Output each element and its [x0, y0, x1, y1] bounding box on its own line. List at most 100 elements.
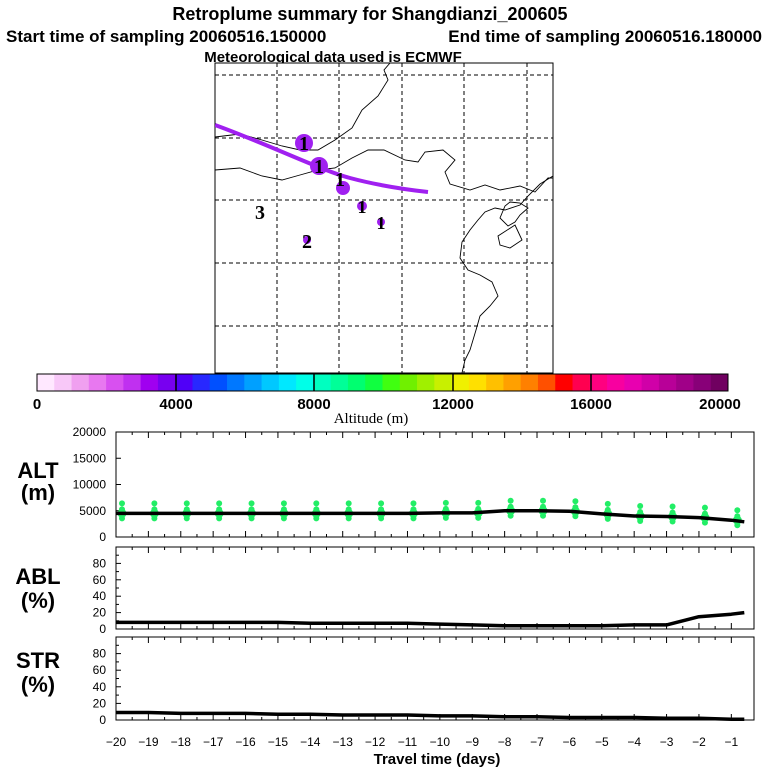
colorbar-swatch: [486, 374, 504, 391]
colorbar-swatch: [399, 374, 418, 391]
altitude-dot: [442, 514, 449, 521]
abl-panel-label: ABL: [15, 564, 60, 589]
colorbar-tick-label: 20000: [699, 396, 741, 413]
x-tick-label: −16: [235, 735, 256, 749]
altitude-dot: [604, 500, 611, 507]
x-tick-label: −2: [692, 735, 706, 749]
colorbar-swatch: [365, 374, 383, 391]
y-tick-label: 40: [93, 589, 107, 603]
altitude-dot: [313, 515, 320, 522]
plume-marker-dot: [303, 236, 311, 244]
altitude-dot: [119, 500, 125, 507]
altitude-dot: [507, 497, 514, 504]
y-tick-label: 0: [99, 622, 106, 636]
x-tick-label: −14: [300, 735, 321, 749]
time-series-panels: ALT (m) ABL (%) STR (%) 0 5000 10000 15000 2…: [15, 425, 755, 727]
altitude-dot: [701, 504, 708, 511]
colorbar-swatch: [555, 374, 574, 391]
x-tick-label: −1: [724, 735, 738, 749]
altitude-dot: [475, 499, 482, 506]
altitude-dot: [442, 499, 449, 506]
altitude-dot: [572, 498, 579, 505]
altitude-colorbar: [36, 373, 729, 392]
colorbar-swatch: [330, 374, 349, 391]
colorbar-swatch: [624, 374, 643, 391]
start-time-text: Start time of sampling 20060516.150000: [6, 27, 326, 46]
plume-marker-dot: [295, 134, 313, 152]
alt-series-line: [116, 509, 745, 524]
x-tick-label: −15: [268, 735, 289, 749]
altitude-dot: [475, 514, 482, 521]
x-tick-label: −12: [365, 735, 386, 749]
altitude-dot: [345, 500, 352, 507]
colorbar-swatch: [106, 374, 124, 391]
colorbar-swatch: [693, 374, 712, 391]
altitude-dot: [345, 515, 352, 522]
map-frame: [214, 62, 554, 374]
x-tick-label: −4: [627, 735, 641, 749]
altitude-dot: [637, 503, 644, 509]
colorbar-tick-label: 12000: [432, 396, 474, 413]
altitude-dot: [669, 518, 676, 525]
altitude-dot: [734, 507, 741, 514]
altitude-dot: [637, 518, 644, 524]
colorbar-swatch: [209, 374, 228, 391]
str-series-line: [116, 710, 745, 721]
abl-panel-unit: (%): [21, 588, 55, 613]
colorbar-swatch: [123, 374, 142, 391]
y-tick-label: 80: [93, 647, 107, 661]
y-tick-label: 40: [93, 680, 107, 694]
y-tick-label: 15000: [73, 451, 107, 465]
plume-marker-dot: [377, 218, 385, 226]
str-panel-label: STR: [16, 648, 60, 673]
colorbar-frame: [36, 373, 729, 392]
plume-marker-label: 1: [335, 169, 345, 191]
x-tick-label: −18: [171, 735, 192, 749]
y-tick-label: 0: [99, 713, 106, 727]
altitude-dot: [151, 500, 158, 507]
x-tick-label: −8: [498, 735, 512, 749]
altitude-dot: [604, 515, 611, 522]
colorbar-swatch: [278, 374, 297, 391]
map-borders: [215, 63, 553, 373]
y-tick-label: 10000: [73, 478, 107, 492]
altitude-dot: [248, 500, 255, 507]
alt-panel-label: ALT: [17, 458, 59, 483]
abl-panel-frame: [115, 546, 755, 630]
colorbar-swatch: [520, 374, 539, 391]
colorbar-swatch: [347, 374, 366, 391]
alt-panel-frame: [115, 431, 755, 538]
colorbar-swatch: [244, 374, 263, 391]
colorbar-tick-label: 8000: [297, 396, 330, 413]
plume-marker-label: 1: [358, 197, 367, 217]
altitude-dot: [216, 515, 223, 522]
colorbar-swatch: [227, 374, 245, 391]
altitude-dot: [280, 500, 287, 507]
colorbar-swatch: [451, 374, 470, 391]
colorbar-swatch: [658, 374, 677, 391]
colorbar-axis-label: Altitude (m): [334, 411, 409, 427]
figure-title: Retroplume summary for Shangdianzi_20060…: [172, 4, 567, 24]
str-panel-frame: [115, 636, 755, 721]
y-tick-label: 80: [93, 556, 107, 570]
colorbar-swatch: [192, 374, 211, 391]
colorbar-swatch: [676, 374, 694, 391]
met-data-text: Meteorological data used is ECMWF: [204, 49, 462, 66]
end-time-text: End time of sampling 20060516.180000: [448, 27, 762, 46]
y-tick-label: 0: [99, 530, 106, 544]
colorbar-tick-label: 4000: [159, 396, 192, 413]
altitude-dot: [378, 515, 385, 522]
map-panel: 1 1 1 1 1 3 2: [214, 62, 554, 374]
altitude-dot: [313, 500, 320, 507]
colorbar-swatch: [537, 374, 556, 391]
altitude-dot: [151, 515, 158, 522]
colorbar-ticks: 0 4000 8000 12000 16000 20000: [33, 396, 741, 413]
colorbar-swatch: [88, 374, 107, 391]
x-tick-label: −5: [595, 735, 609, 749]
altitude-dot: [183, 515, 190, 522]
altitude-dot: [248, 515, 255, 522]
y-tick-label: 5000: [79, 504, 106, 518]
altitude-dot: [701, 519, 708, 526]
colorbar-swatch: [296, 374, 314, 391]
